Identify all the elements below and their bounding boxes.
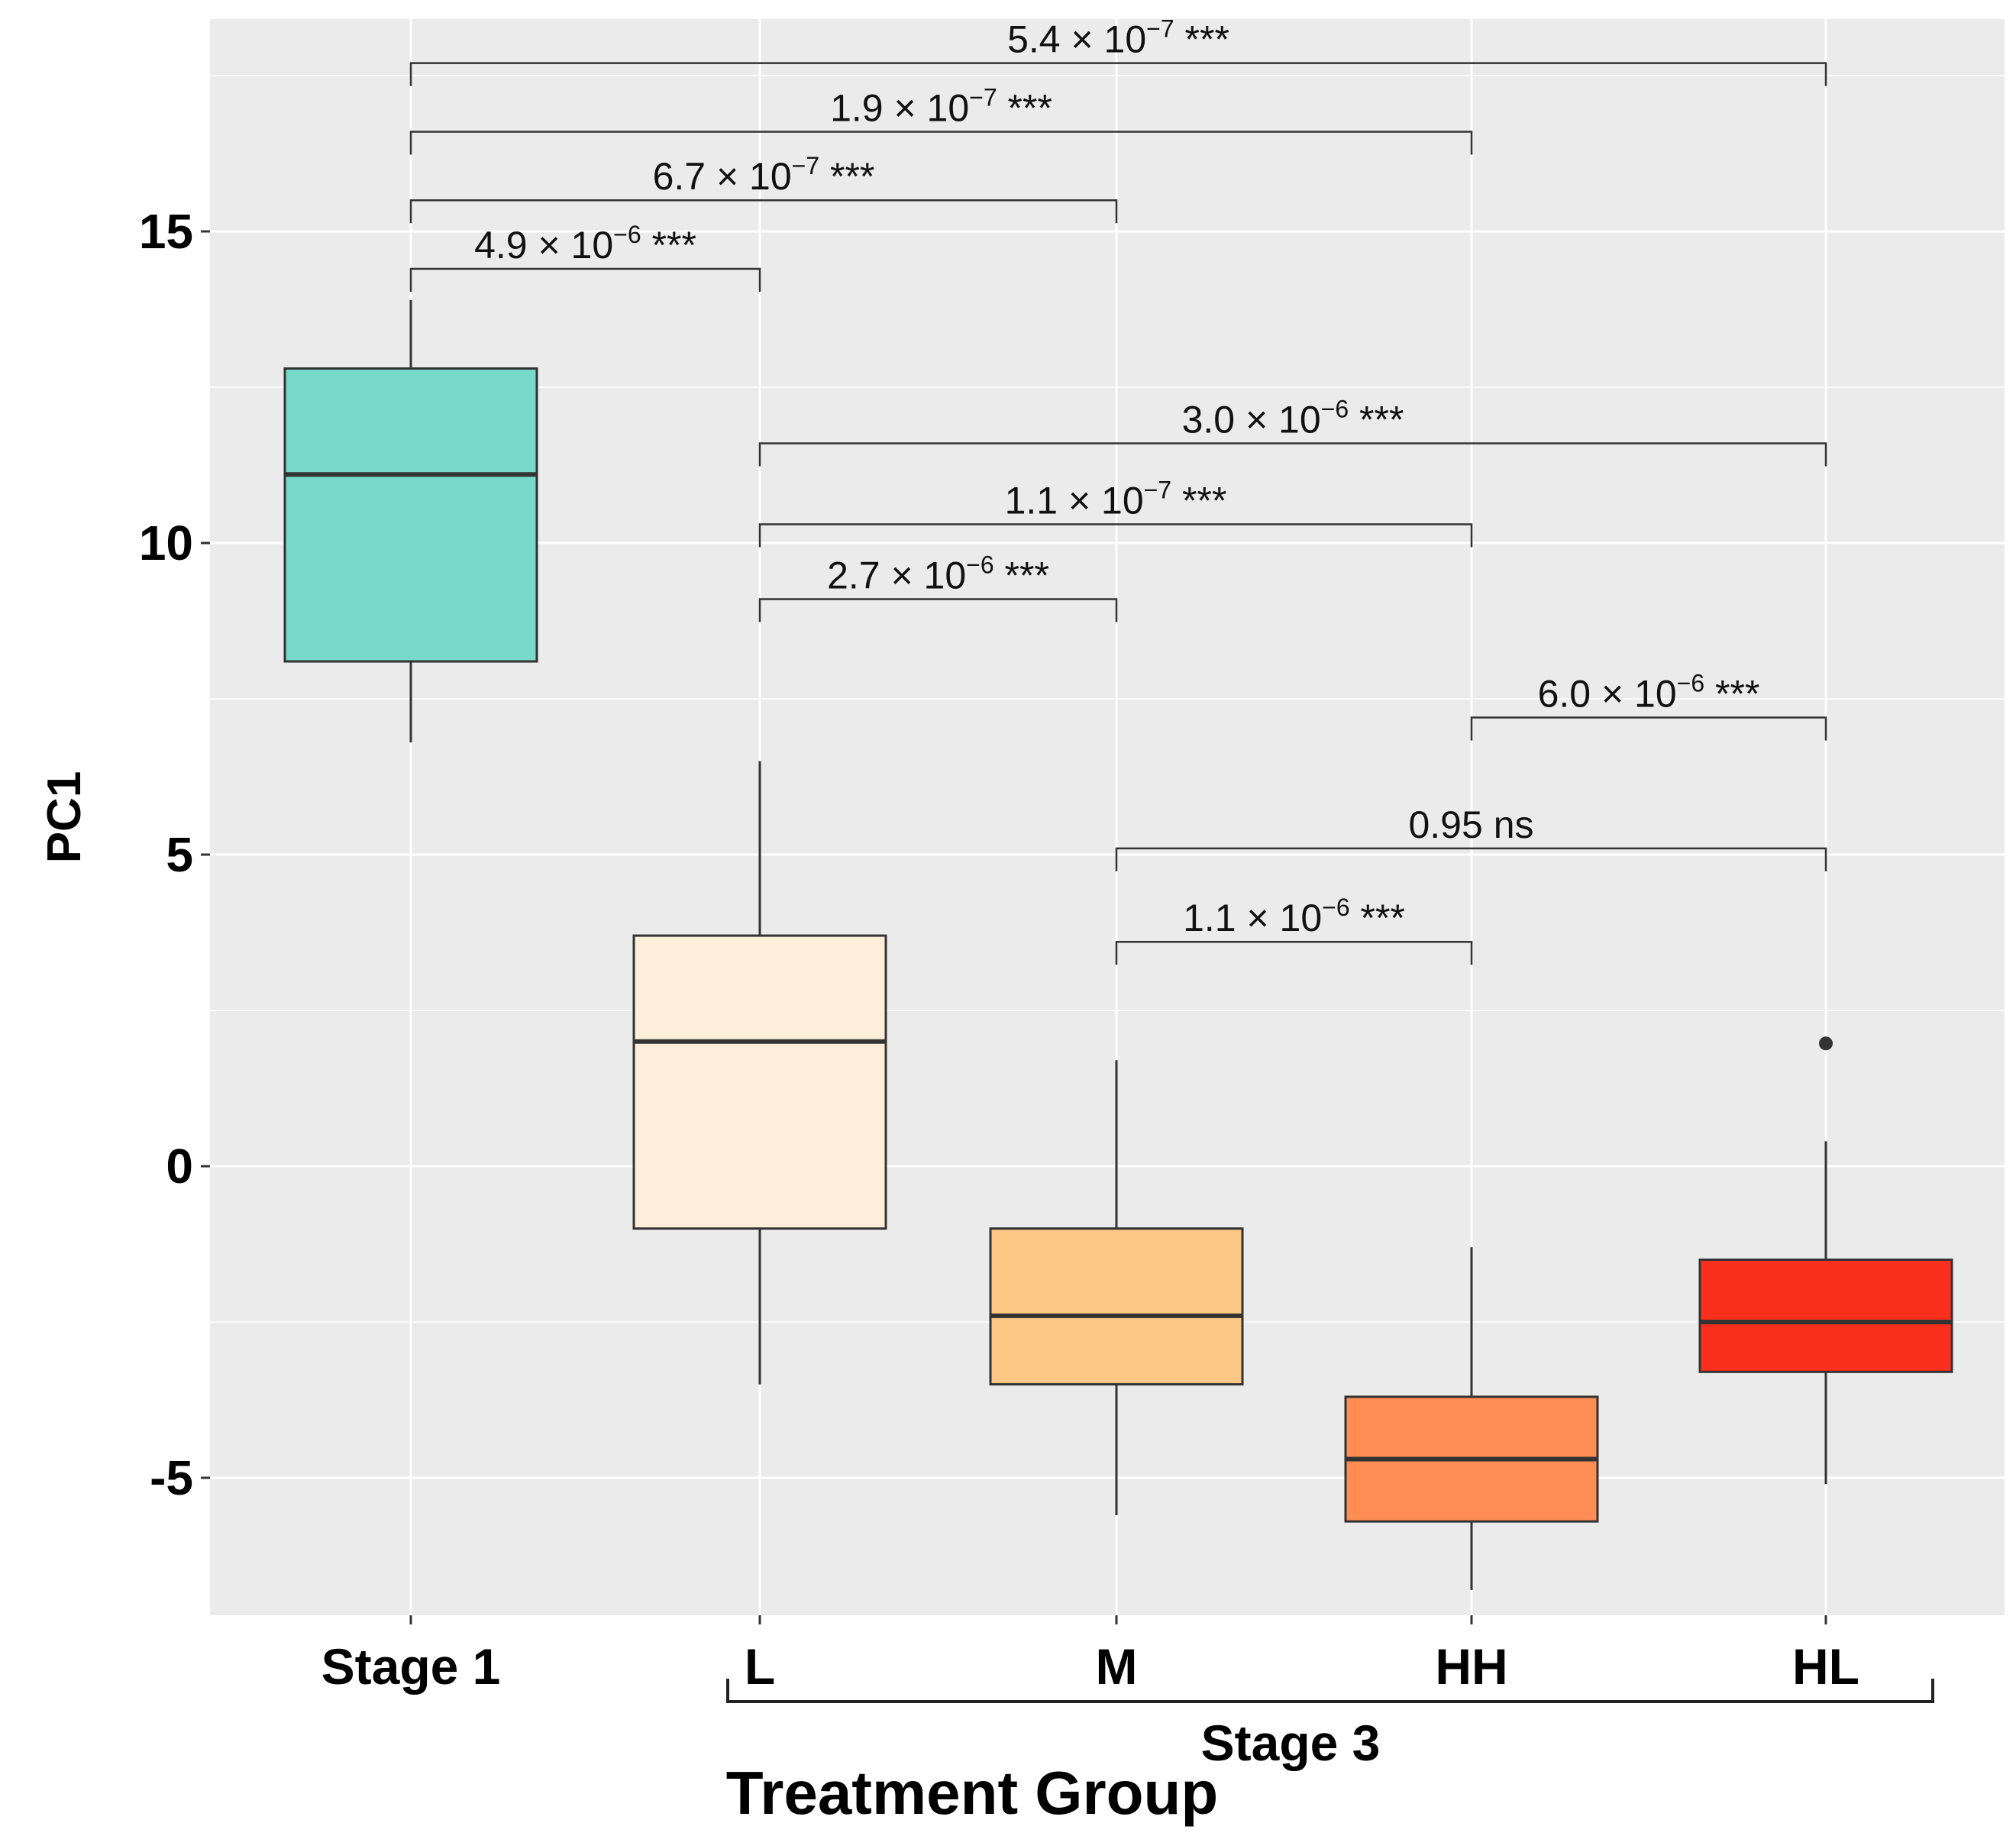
stage3-label: Stage 3	[1201, 1715, 1381, 1771]
comparison-l-hl: 3.0 × 10−6 ***	[758, 395, 1827, 467]
x-tick-label: HL	[1792, 1638, 1859, 1695]
stage3-bracket	[726, 1679, 1934, 1703]
bracket-line	[1470, 716, 1827, 741]
y-tick-label: 15	[139, 204, 193, 259]
p-value-label: 4.9 × 10−6 ***	[474, 221, 696, 267]
p-value-label: 5.4 × 10−7 ***	[1007, 15, 1229, 61]
x-axis-title: Treatment Group	[726, 1759, 1219, 1827]
x-tick-label: L	[745, 1638, 775, 1695]
box-body	[1698, 1258, 1953, 1373]
comparison-hh-hl: 6.0 × 10−6 ***	[1470, 669, 1827, 741]
bracket-line	[1115, 940, 1473, 965]
x-tick-label: Stage 1	[321, 1638, 501, 1695]
comparison-l-hh: 1.1 × 10−7 ***	[758, 477, 1473, 548]
bracket-line	[409, 62, 1827, 86]
box-m	[989, 1060, 1244, 1515]
box-body	[283, 367, 538, 663]
y-tick-label: 5	[166, 827, 193, 882]
box-body	[632, 934, 887, 1230]
p-value-label: 6.0 × 10−6 ***	[1538, 669, 1760, 715]
axes: -5 0 5 10 15 Stage 1 L M HH HL Stage 3	[139, 204, 1934, 1771]
bracket-line	[409, 267, 761, 292]
comparison-m-hl: 0.95 ns	[1115, 803, 1827, 871]
box-body	[989, 1227, 1244, 1386]
bracket-line	[1115, 847, 1827, 871]
comparison-stage1-hl: 5.4 × 10−7 ***	[409, 15, 1827, 86]
comparison-stage1-l: 4.9 × 10−6 ***	[409, 221, 761, 292]
p-value-label: 1.1 × 10−7 ***	[1005, 477, 1227, 522]
comparison-stage1-hh: 1.9 × 10−7 ***	[409, 83, 1473, 155]
box-hl	[1698, 1036, 1953, 1485]
p-value-label: 3.0 × 10−6 ***	[1182, 395, 1404, 441]
p-value-label: 0.95 ns	[1408, 803, 1533, 846]
y-tick-label: 10	[139, 516, 193, 571]
comparison-stage1-m: 6.7 × 10−7 ***	[409, 152, 1118, 224]
outlier-point	[1819, 1036, 1833, 1051]
bracket-line	[758, 523, 1473, 548]
bracket-line	[758, 598, 1118, 622]
box-l	[632, 761, 887, 1385]
x-tick-label: M	[1096, 1638, 1138, 1695]
box-series	[283, 299, 1953, 1590]
y-tick-label: -5	[150, 1450, 193, 1505]
comparison-m-hh: 1.1 × 10−6 ***	[1115, 894, 1473, 965]
x-tick-label: HH	[1435, 1638, 1507, 1695]
p-value-label: 6.7 × 10−7 ***	[653, 152, 875, 198]
p-value-label: 1.1 × 10−6 ***	[1183, 894, 1405, 939]
bracket-line	[758, 442, 1827, 467]
comparison-l-m: 2.7 × 10−6 ***	[758, 551, 1118, 622]
bracket-line	[409, 131, 1473, 155]
p-value-label: 2.7 × 10−6 ***	[827, 551, 1049, 596]
y-axis-title: PC1	[38, 771, 91, 864]
significance-brackets: 5.4 × 10−7 *** 1.9 × 10−7 *** 6.7 × 10−7 *…	[409, 15, 1827, 965]
box-hh	[1344, 1247, 1599, 1590]
y-tick-label: 0	[166, 1139, 193, 1194]
bracket-line	[409, 199, 1118, 224]
box-stage-1	[283, 299, 538, 743]
p-value-label: 1.9 × 10−7 ***	[830, 83, 1052, 129]
